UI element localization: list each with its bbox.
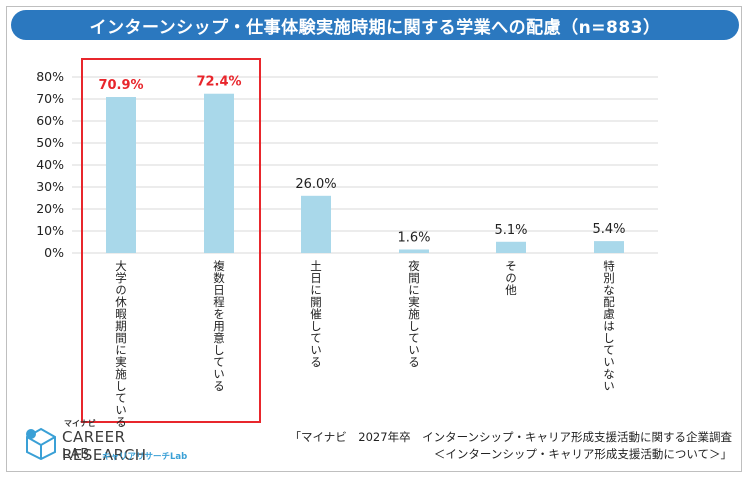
category-label: 夜間に実施している (407, 260, 421, 368)
category-label: 土日に開催している (309, 260, 323, 368)
data-label: 1.6% (397, 230, 430, 245)
y-tick-label: 50% (36, 135, 64, 150)
chart-title: インターンシップ・仕事体験実施時期に関する学業への配慮（n=883） (11, 10, 739, 40)
y-tick-label: 20% (36, 201, 64, 216)
data-label: 26.0% (295, 177, 336, 192)
category-label: 大学の休暇期間に実施している (114, 260, 128, 428)
source-line-1: 「マイナビ 2027年卒 インターンシップ・キャリア形成支援活動に関する企業調査 (289, 430, 732, 444)
career-research-lab-logo: マイナビ CAREER RESEARCH LAB キャリアリサーチLab (22, 418, 202, 468)
y-tick-label: 70% (36, 91, 64, 106)
cube-logo-icon (26, 427, 56, 460)
y-tick-label: 80% (36, 69, 64, 84)
bar (106, 97, 136, 254)
logo-sub-text: キャリアリサーチLab (102, 452, 188, 462)
logo-lab-text: LAB (62, 447, 91, 462)
bar (399, 249, 429, 253)
y-tick-label: 60% (36, 113, 64, 128)
source-note: 「マイナビ 2027年卒 インターンシップ・キャリア形成支援活動に関する企業調査… (290, 429, 732, 463)
bar (204, 93, 234, 253)
category-label: その他 (504, 260, 518, 296)
category-label: 特別な配慮はしていない (602, 260, 616, 392)
y-tick-label: 40% (36, 157, 64, 172)
data-label: 5.4% (592, 222, 625, 237)
y-tick-label: 10% (36, 223, 64, 238)
category-label: 複数日程を用意している (212, 260, 226, 392)
source-line-2: ＜インターンシップ・キャリア形成支援活動について＞」 (433, 447, 732, 461)
data-label: 72.4% (196, 75, 241, 90)
bar (496, 241, 526, 253)
data-label: 5.1% (494, 223, 527, 238)
data-label: 70.9% (98, 78, 143, 93)
logo-main-text: CAREER RESEARCH (62, 428, 147, 464)
bar (301, 195, 331, 253)
logo-brand: マイナビ (64, 419, 96, 428)
y-tick-label: 0% (44, 245, 64, 260)
bar (594, 241, 624, 253)
y-tick-label: 30% (36, 179, 64, 194)
